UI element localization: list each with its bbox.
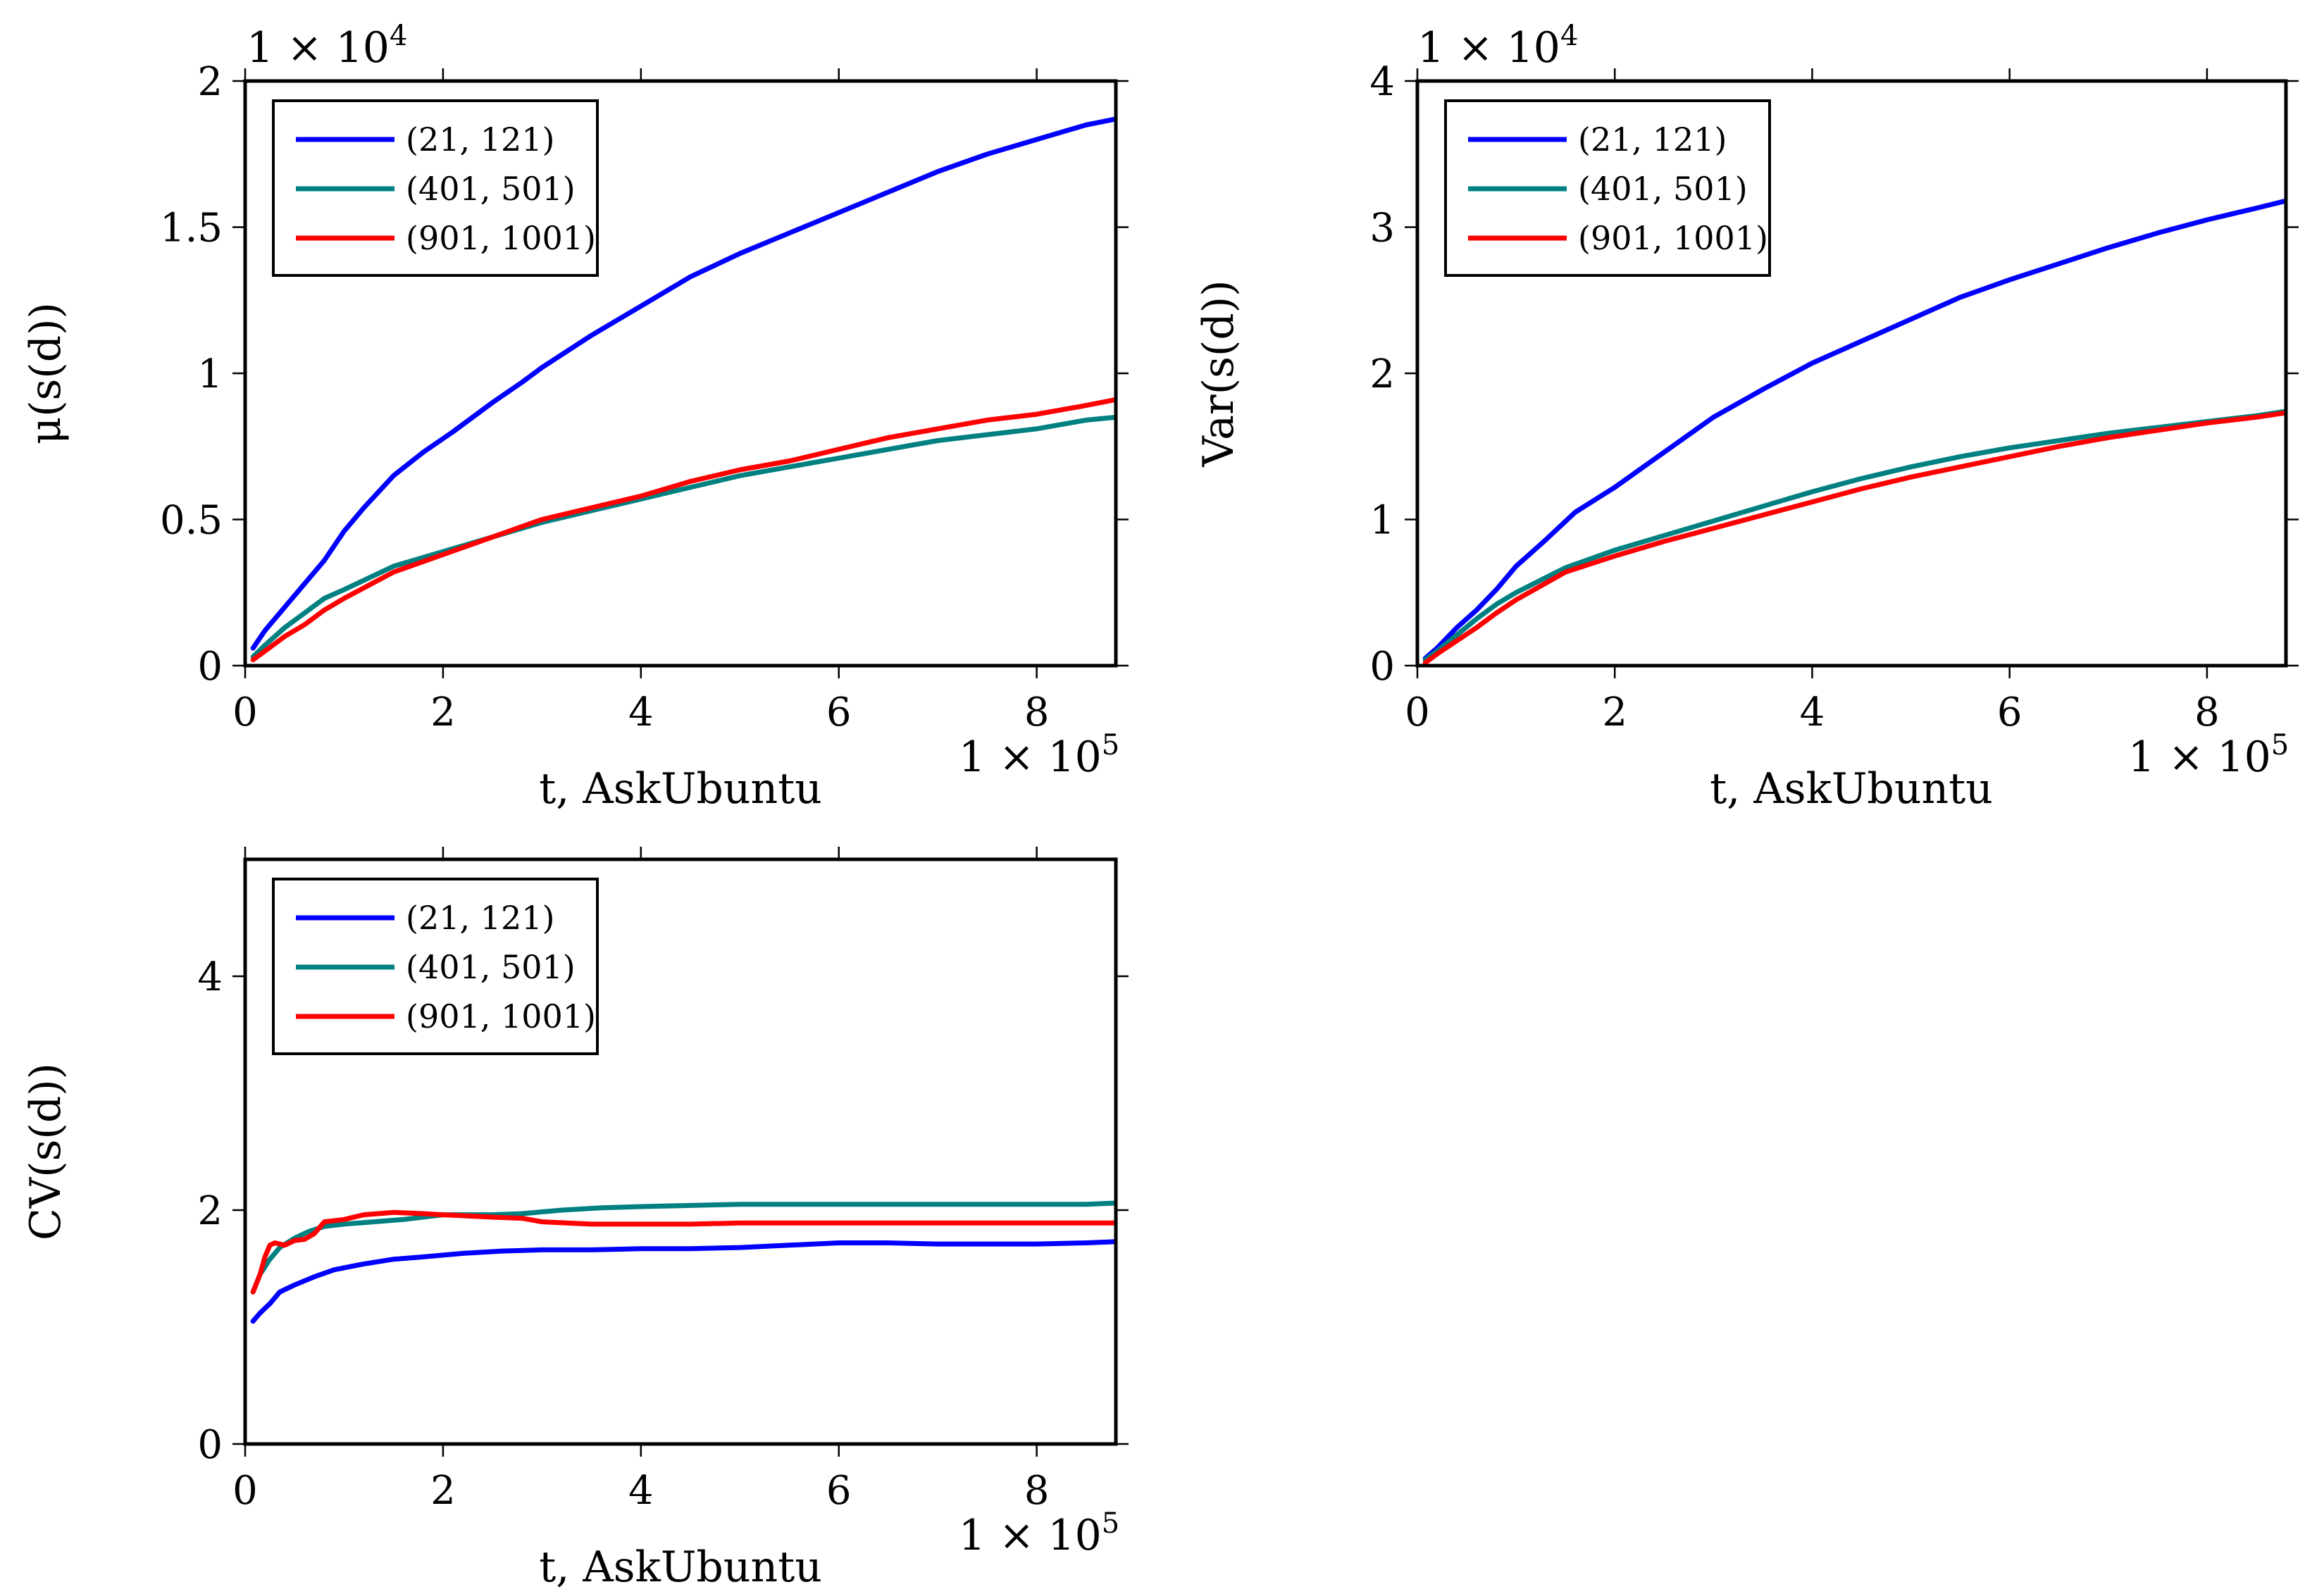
series-line-(21, 121) <box>250 116 1116 651</box>
y-tick-label: 0 <box>197 644 223 690</box>
y-tick-label: 0 <box>197 1422 223 1468</box>
y-tick-label: 2 <box>197 1188 223 1234</box>
legend-label: (401, 501) <box>406 948 576 986</box>
series-line-(901, 1001) <box>250 1209 1116 1295</box>
series-line-(901, 1001) <box>250 397 1116 663</box>
legend-label: (21, 121) <box>1578 120 1727 158</box>
series-line-(401, 501) <box>250 1200 1116 1295</box>
legend-label: (901, 1001) <box>406 997 596 1035</box>
y-tick-label: 2 <box>197 59 223 105</box>
x-tick-label: 4 <box>628 1468 654 1514</box>
chart-mean: 0 2 4 6 8 0 0.5 1 1.5 2 (21, 121) (401, 501) (901, 1… <box>21 20 1129 814</box>
x-tick-label: 8 <box>1024 690 1050 735</box>
x-tick-label: 6 <box>1997 690 2022 735</box>
x-tick-label: 2 <box>430 1468 456 1514</box>
y-tick-label: 3 <box>1369 206 1395 251</box>
legend-label: (401, 501) <box>406 170 576 208</box>
y-tick-label: 0 <box>1369 644 1395 690</box>
x-multiplier: 1 × 105 <box>2128 729 2289 782</box>
x-tick-label: 8 <box>1024 1468 1050 1514</box>
x-axis-label: t, AskUbuntu <box>539 1543 822 1592</box>
x-tick-label: 2 <box>1602 690 1627 735</box>
legend-label: (901, 1001) <box>1578 219 1768 257</box>
series-line-(901, 1001) <box>1422 410 2286 666</box>
legend: (21, 121) (401, 501) (901, 1001) <box>272 99 599 277</box>
legend-label: (401, 501) <box>1578 170 1748 208</box>
x-multiplier: 1 × 105 <box>959 729 1119 782</box>
legend: (21, 121) (401, 501) (901, 1001) <box>272 878 599 1055</box>
x-tick-label: 8 <box>2194 690 2220 735</box>
x-tick-label: 6 <box>826 690 852 735</box>
chart-cv: 0 2 4 6 8 0 2 4 (21, 121) (401, 501) (901, 1001) t,… <box>21 847 1129 1592</box>
axes-frame <box>243 79 1118 668</box>
axes-frame <box>243 857 1118 1446</box>
y-tick-label: 1 <box>1369 498 1395 544</box>
series-line-(401, 501) <box>250 414 1116 659</box>
chart-variance: 0 2 4 6 8 0 1 2 3 4 (21, 121) (401, 501) (901, 1001)… <box>1194 20 2299 814</box>
x-tick-label: 2 <box>430 690 456 735</box>
series-line-(21, 121) <box>1422 198 2286 661</box>
y-multiplier: 1 × 104 <box>1417 20 1578 73</box>
legend-label: (901, 1001) <box>406 219 596 257</box>
y-tick-label: 4 <box>1369 59 1395 105</box>
x-tick-label: 4 <box>628 690 654 735</box>
y-multiplier: 1 × 104 <box>247 20 407 73</box>
y-tick-label: 4 <box>197 954 223 1000</box>
series-line-(21, 121) <box>250 1239 1116 1324</box>
y-axis-label: Var(s(d)) <box>1194 280 1243 467</box>
legend-label: (21, 121) <box>406 120 554 158</box>
y-tick-label: 1.5 <box>160 206 223 251</box>
x-tick-label: 6 <box>826 1468 852 1514</box>
y-tick-label: 1 <box>197 351 223 397</box>
x-tick-label: 0 <box>232 690 258 735</box>
axes-frame <box>1415 79 2288 668</box>
y-axis-label: μ(s(d)) <box>21 302 70 444</box>
x-axis-label: t, AskUbuntu <box>1710 764 1993 814</box>
x-tick-label: 0 <box>1405 690 1430 735</box>
legend: (21, 121) (401, 501) (901, 1001) <box>1444 99 1771 277</box>
y-tick-label: 0.5 <box>160 498 223 544</box>
series-line-(401, 501) <box>1422 409 2286 663</box>
legend-label: (21, 121) <box>406 899 554 937</box>
x-axis-label: t, AskUbuntu <box>539 764 822 814</box>
y-axis-label: CV(s(d)) <box>21 1063 70 1240</box>
x-tick-label: 0 <box>232 1468 258 1514</box>
y-tick-label: 2 <box>1369 351 1395 397</box>
x-multiplier: 1 × 105 <box>959 1507 1119 1560</box>
x-tick-label: 4 <box>1800 690 1825 735</box>
